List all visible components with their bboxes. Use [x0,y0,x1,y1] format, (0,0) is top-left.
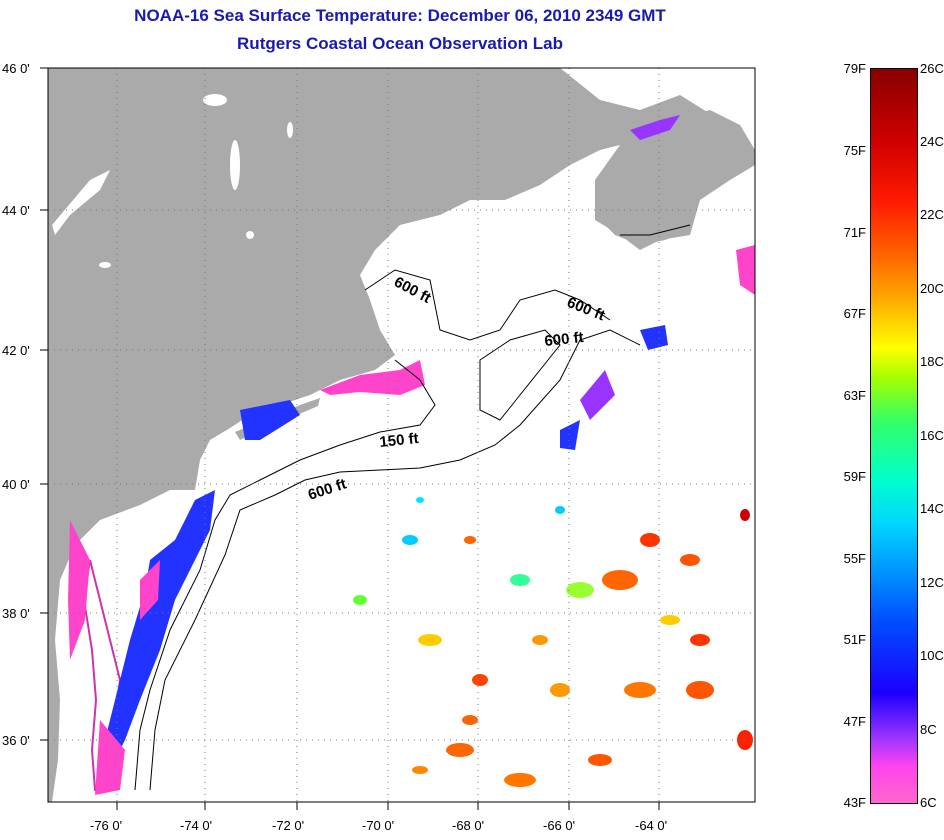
contour-label: 150 ft [379,430,420,451]
map-frame [47,67,756,803]
map-subtitle: Rutgers Coastal Ocean Observation Lab [237,34,563,53]
legend-f-label: 51F [843,632,866,647]
lon-label: -76 0' [90,818,122,833]
legend-c-label: 22C [920,207,944,222]
sst-patches-cold [68,115,755,795]
legend-c-label: 16C [920,428,944,443]
lat-label: 44 0' [2,203,30,218]
map-title: NOAA-16 Sea Surface Temperature: Decembe… [134,6,666,25]
legend-c-label: 12C [920,575,944,590]
legend-c-label: 24C [920,134,944,149]
legend-c-label: 8C [920,722,937,737]
legend-f-label: 47F [843,714,866,729]
temperature-colorbar [870,68,918,804]
legend-f-label: 63F [843,388,866,403]
legend-f-label: 75F [843,143,866,158]
lon-label: -66 0' [543,818,575,833]
land-mainland [48,68,755,802]
lat-label: 40 0' [2,477,30,492]
lon-label: -70 0' [362,818,394,833]
land-nova-scotia [595,110,755,245]
sst-patches-warm [353,497,753,787]
lat-label: 36 0' [2,733,30,748]
inland-lakes [52,94,293,268]
legend-f-label: 71F [843,225,866,240]
legend-c-label: 20C [920,281,944,296]
legend-f-label: 67F [843,306,866,321]
legend-c-label: 26C [920,61,944,76]
legend-c-label: 18C [920,354,944,369]
legend-c-label: 14C [920,501,944,516]
legend-f-label: 59F [843,469,866,484]
legend-f-label: 55F [843,551,866,566]
legend-c-label: 6C [920,795,937,810]
legend-f-label: 79F [843,61,866,76]
bathymetry-contours [134,224,691,791]
lat-label: 42 0' [2,343,30,358]
lon-label: -74 0' [180,818,212,833]
graticule [48,68,755,802]
lon-label: -68 0' [452,818,484,833]
legend-c-label: 10C [920,648,944,663]
contour-label: 600 ft [544,329,585,350]
axis-ticks [40,67,660,810]
lat-label: 38 0' [2,606,30,621]
lon-label: -72 0' [272,818,304,833]
legend-f-label: 43F [843,795,866,810]
lon-label: -64 0' [635,818,667,833]
lat-label: 46 0' [2,61,30,76]
